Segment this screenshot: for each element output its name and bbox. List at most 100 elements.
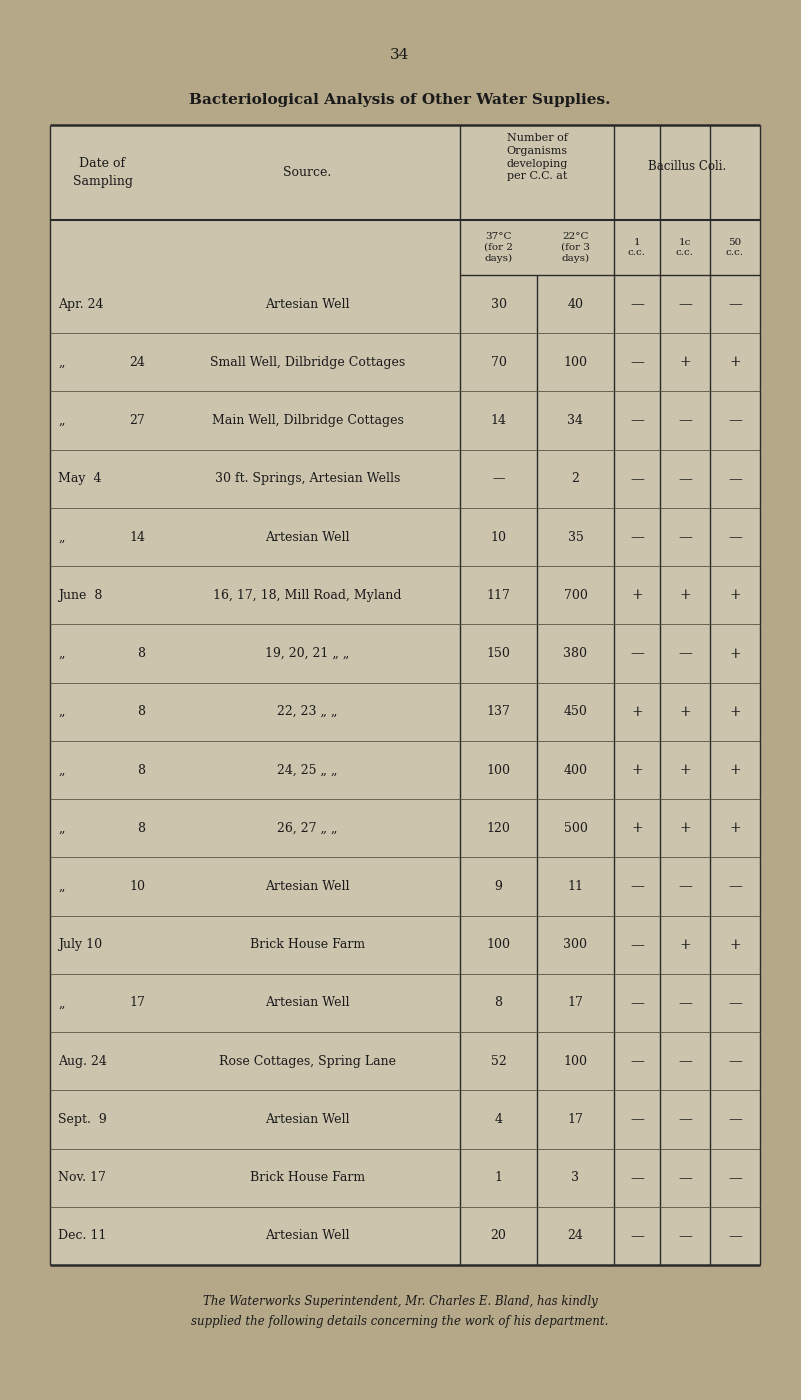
Text: 27: 27: [129, 414, 145, 427]
Text: Bacillus Coli.: Bacillus Coli.: [648, 160, 727, 174]
Text: —: —: [630, 1113, 644, 1127]
Text: —: —: [728, 879, 742, 893]
Text: 34: 34: [390, 48, 409, 62]
Text: 100: 100: [486, 763, 510, 777]
Text: The Waterworks Superintendent, Mr. Charles E. Bland, has kindly: The Waterworks Superintendent, Mr. Charl…: [203, 1295, 598, 1308]
Text: —: —: [630, 879, 644, 893]
Text: +: +: [729, 763, 741, 777]
Text: 100: 100: [563, 1054, 587, 1068]
Text: —: —: [678, 1170, 692, 1184]
Text: —: —: [728, 297, 742, 311]
Text: —: —: [728, 995, 742, 1009]
Text: 17: 17: [568, 997, 583, 1009]
Text: —: —: [728, 531, 742, 545]
Text: 35: 35: [568, 531, 583, 543]
Text: Artesian Well: Artesian Well: [265, 1113, 350, 1126]
Text: 34: 34: [567, 414, 583, 427]
Text: —: —: [630, 531, 644, 545]
Text: „: „: [58, 647, 65, 659]
Text: +: +: [729, 588, 741, 602]
Text: Rose Cottages, Spring Lane: Rose Cottages, Spring Lane: [219, 1054, 396, 1068]
Text: 300: 300: [563, 938, 587, 951]
Text: —: —: [630, 1170, 644, 1184]
Text: Apr. 24: Apr. 24: [58, 298, 103, 311]
Text: 400: 400: [563, 763, 587, 777]
Text: +: +: [679, 356, 690, 370]
Text: Main Well, Dilbridge Cottages: Main Well, Dilbridge Cottages: [211, 414, 404, 427]
Text: 8: 8: [137, 706, 145, 718]
Text: —: —: [678, 1054, 692, 1068]
Text: —: —: [728, 1113, 742, 1127]
Text: —: —: [678, 297, 692, 311]
Text: 3: 3: [571, 1172, 579, 1184]
Text: —: —: [630, 356, 644, 370]
Text: 52: 52: [491, 1054, 506, 1068]
Text: „: „: [58, 997, 65, 1009]
Bar: [50, 125, 760, 1266]
Text: —: —: [678, 647, 692, 661]
Text: —: —: [678, 531, 692, 545]
Text: Source.: Source.: [284, 167, 332, 179]
Text: 19, 20, 21 „ „: 19, 20, 21 „ „: [265, 647, 350, 659]
Text: —: —: [630, 995, 644, 1009]
Text: 1
c.c.: 1 c.c.: [628, 238, 646, 258]
Text: Nov. 17: Nov. 17: [58, 1172, 106, 1184]
Text: 50
c.c.: 50 c.c.: [726, 238, 744, 258]
Text: „: „: [58, 822, 65, 834]
Text: —: —: [728, 472, 742, 486]
Text: +: +: [631, 822, 643, 836]
Text: 1c
c.c.: 1c c.c.: [676, 238, 694, 258]
Text: —: —: [630, 297, 644, 311]
Text: —: —: [728, 1170, 742, 1184]
Text: Artesian Well: Artesian Well: [265, 531, 350, 543]
Text: 8: 8: [137, 647, 145, 659]
Text: July 10: July 10: [58, 938, 102, 951]
Text: Aug. 24: Aug. 24: [58, 1054, 107, 1068]
Text: 17: 17: [568, 1113, 583, 1126]
Text: +: +: [631, 763, 643, 777]
Text: supplied the following details concerning the work of his department.: supplied the following details concernin…: [191, 1315, 609, 1329]
Text: +: +: [729, 647, 741, 661]
Text: Artesian Well: Artesian Well: [265, 1229, 350, 1242]
Text: +: +: [679, 938, 690, 952]
Text: +: +: [679, 763, 690, 777]
Text: „: „: [58, 881, 65, 893]
Text: 70: 70: [490, 356, 506, 368]
Text: —: —: [678, 995, 692, 1009]
Text: +: +: [729, 938, 741, 952]
Text: 40: 40: [567, 298, 583, 311]
Text: 137: 137: [486, 706, 510, 718]
Text: 700: 700: [564, 589, 587, 602]
Text: +: +: [729, 356, 741, 370]
Text: —: —: [678, 1229, 692, 1243]
Text: —: —: [630, 1229, 644, 1243]
Text: +: +: [679, 588, 690, 602]
Text: 450: 450: [564, 706, 587, 718]
Text: Small Well, Dilbridge Cottages: Small Well, Dilbridge Cottages: [210, 356, 405, 368]
Text: 17: 17: [129, 997, 145, 1009]
Text: 24, 25 „ „: 24, 25 „ „: [277, 763, 338, 777]
Text: 100: 100: [486, 938, 510, 951]
Text: 8: 8: [494, 997, 502, 1009]
Text: 22°C
(for 3
days): 22°C (for 3 days): [561, 232, 590, 263]
Text: 120: 120: [486, 822, 510, 834]
Text: 1: 1: [494, 1172, 502, 1184]
Text: Date of
Sampling: Date of Sampling: [73, 157, 132, 188]
Text: 16, 17, 18, Mill Road, Myland: 16, 17, 18, Mill Road, Myland: [213, 589, 402, 602]
Text: —: —: [728, 1054, 742, 1068]
Text: Artesian Well: Artesian Well: [265, 298, 350, 311]
Text: —: —: [728, 413, 742, 427]
Text: —: —: [678, 1113, 692, 1127]
Text: „: „: [58, 706, 65, 718]
Text: Artesian Well: Artesian Well: [265, 997, 350, 1009]
Text: Artesian Well: Artesian Well: [265, 881, 350, 893]
Text: 10: 10: [490, 531, 506, 543]
Text: —: —: [728, 1229, 742, 1243]
Text: —: —: [678, 879, 692, 893]
Text: —: —: [678, 413, 692, 427]
Text: Dec. 11: Dec. 11: [58, 1229, 107, 1242]
Text: Brick House Farm: Brick House Farm: [250, 938, 365, 951]
Text: 30 ft. Springs, Artesian Wells: 30 ft. Springs, Artesian Wells: [215, 472, 400, 486]
Text: 30: 30: [490, 298, 506, 311]
Text: 117: 117: [486, 589, 510, 602]
